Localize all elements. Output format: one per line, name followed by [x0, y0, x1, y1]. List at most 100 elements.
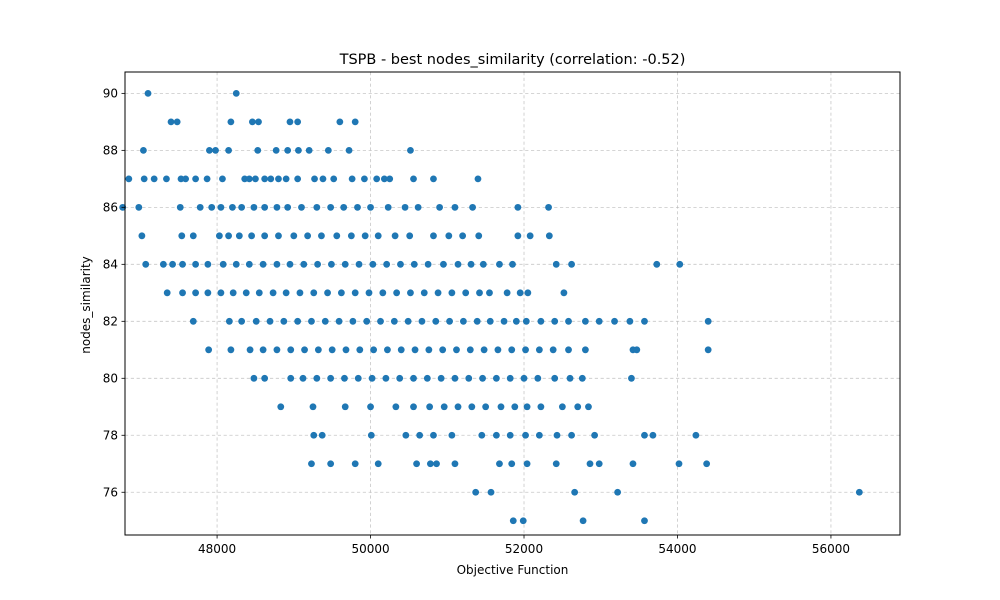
data-point	[256, 289, 263, 296]
data-point	[507, 375, 514, 382]
data-point	[141, 175, 148, 182]
data-point	[641, 318, 648, 325]
data-point	[313, 204, 320, 211]
data-point	[145, 90, 152, 97]
data-point	[628, 375, 635, 382]
data-point	[284, 204, 291, 211]
data-point	[340, 204, 347, 211]
data-point	[582, 318, 589, 325]
data-point	[641, 432, 648, 439]
data-point	[565, 346, 572, 353]
data-point	[327, 375, 334, 382]
data-point	[630, 460, 637, 467]
data-point	[342, 261, 349, 268]
data-point	[614, 489, 621, 496]
data-point	[336, 318, 343, 325]
data-point	[370, 346, 377, 353]
data-point	[369, 375, 376, 382]
data-point	[163, 175, 170, 182]
data-point	[452, 204, 459, 211]
data-point	[375, 232, 382, 239]
data-point	[227, 118, 234, 125]
data-point	[513, 318, 520, 325]
data-point	[220, 261, 227, 268]
data-point	[260, 261, 267, 268]
data-point	[468, 403, 475, 410]
data-point	[320, 175, 327, 182]
data-point	[568, 261, 575, 268]
data-point	[290, 232, 297, 239]
data-point	[481, 346, 488, 353]
data-point	[192, 261, 199, 268]
data-point	[287, 261, 294, 268]
data-point	[521, 375, 528, 382]
data-point	[448, 289, 455, 296]
data-point	[274, 261, 281, 268]
data-point	[369, 261, 376, 268]
data-point	[398, 346, 405, 353]
data-point	[368, 432, 375, 439]
data-point	[275, 232, 282, 239]
data-point	[520, 517, 527, 524]
y-tick-label: 80	[103, 372, 118, 386]
data-point	[453, 346, 460, 353]
data-point	[233, 90, 240, 97]
data-point	[325, 147, 332, 154]
data-point	[452, 375, 459, 382]
data-point	[465, 375, 472, 382]
x-tick-label: 50000	[351, 542, 389, 556]
data-point	[313, 375, 320, 382]
data-point	[346, 147, 353, 154]
data-point	[204, 175, 211, 182]
data-point	[168, 118, 175, 125]
data-point	[206, 147, 213, 154]
x-tick-label: 48000	[198, 542, 236, 556]
data-point	[424, 375, 431, 382]
data-point	[251, 204, 258, 211]
data-point	[383, 261, 390, 268]
data-point	[459, 232, 466, 239]
data-point	[430, 432, 437, 439]
data-point	[382, 375, 389, 382]
data-point	[391, 318, 398, 325]
data-point	[362, 232, 369, 239]
data-point	[405, 318, 412, 325]
data-point	[462, 289, 469, 296]
data-point	[322, 318, 329, 325]
data-point	[554, 432, 561, 439]
data-point	[421, 289, 428, 296]
data-point	[476, 289, 483, 296]
data-point	[527, 232, 534, 239]
data-point	[253, 318, 260, 325]
data-point	[208, 204, 215, 211]
data-point	[545, 204, 552, 211]
data-point	[151, 175, 158, 182]
data-point	[377, 318, 384, 325]
data-point	[650, 432, 657, 439]
data-point	[496, 460, 503, 467]
data-point	[582, 346, 589, 353]
data-point	[164, 289, 171, 296]
data-point	[236, 232, 243, 239]
data-point	[233, 261, 240, 268]
data-point	[328, 261, 335, 268]
data-point	[216, 232, 223, 239]
data-point	[561, 289, 568, 296]
data-point	[294, 318, 301, 325]
data-point	[179, 261, 186, 268]
data-point	[273, 147, 280, 154]
data-point	[565, 318, 572, 325]
data-point	[238, 204, 245, 211]
data-point	[287, 118, 294, 125]
data-point	[252, 175, 259, 182]
y-tick-label: 78	[103, 429, 118, 443]
data-point	[596, 460, 603, 467]
x-tick-label: 52000	[505, 542, 543, 556]
y-tick-label: 86	[103, 201, 118, 215]
data-point	[537, 403, 544, 410]
data-point	[407, 147, 414, 154]
data-point	[284, 147, 291, 154]
data-point	[361, 175, 368, 182]
data-point	[178, 232, 185, 239]
data-point	[246, 175, 253, 182]
